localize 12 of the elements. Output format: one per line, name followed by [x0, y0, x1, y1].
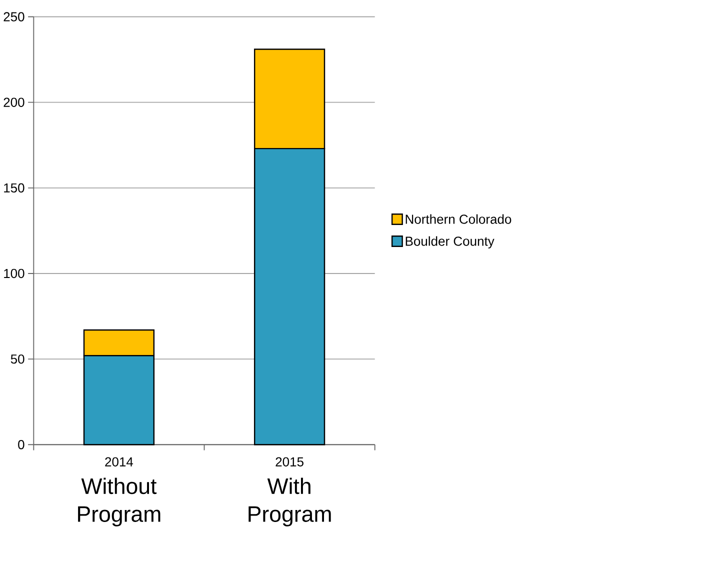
x-tick-label: 2014 [105, 457, 134, 466]
text: With Program [248, 478, 331, 526]
y-tick-label: 250 [4, 12, 24, 22]
x-tick-label: 2015 [276, 457, 304, 466]
y-tick-label: 200 [4, 98, 24, 107]
legend-label: Northern Colorado [406, 214, 512, 224]
y-tick-label: 150 [4, 183, 24, 193]
y-tick-label: 50 [10, 354, 24, 364]
y-tick-label: 100 [4, 268, 24, 278]
legend-label: Boulder County [406, 236, 494, 248]
y-tick-label: 0 [18, 440, 24, 450]
text: Without Program [78, 478, 160, 526]
